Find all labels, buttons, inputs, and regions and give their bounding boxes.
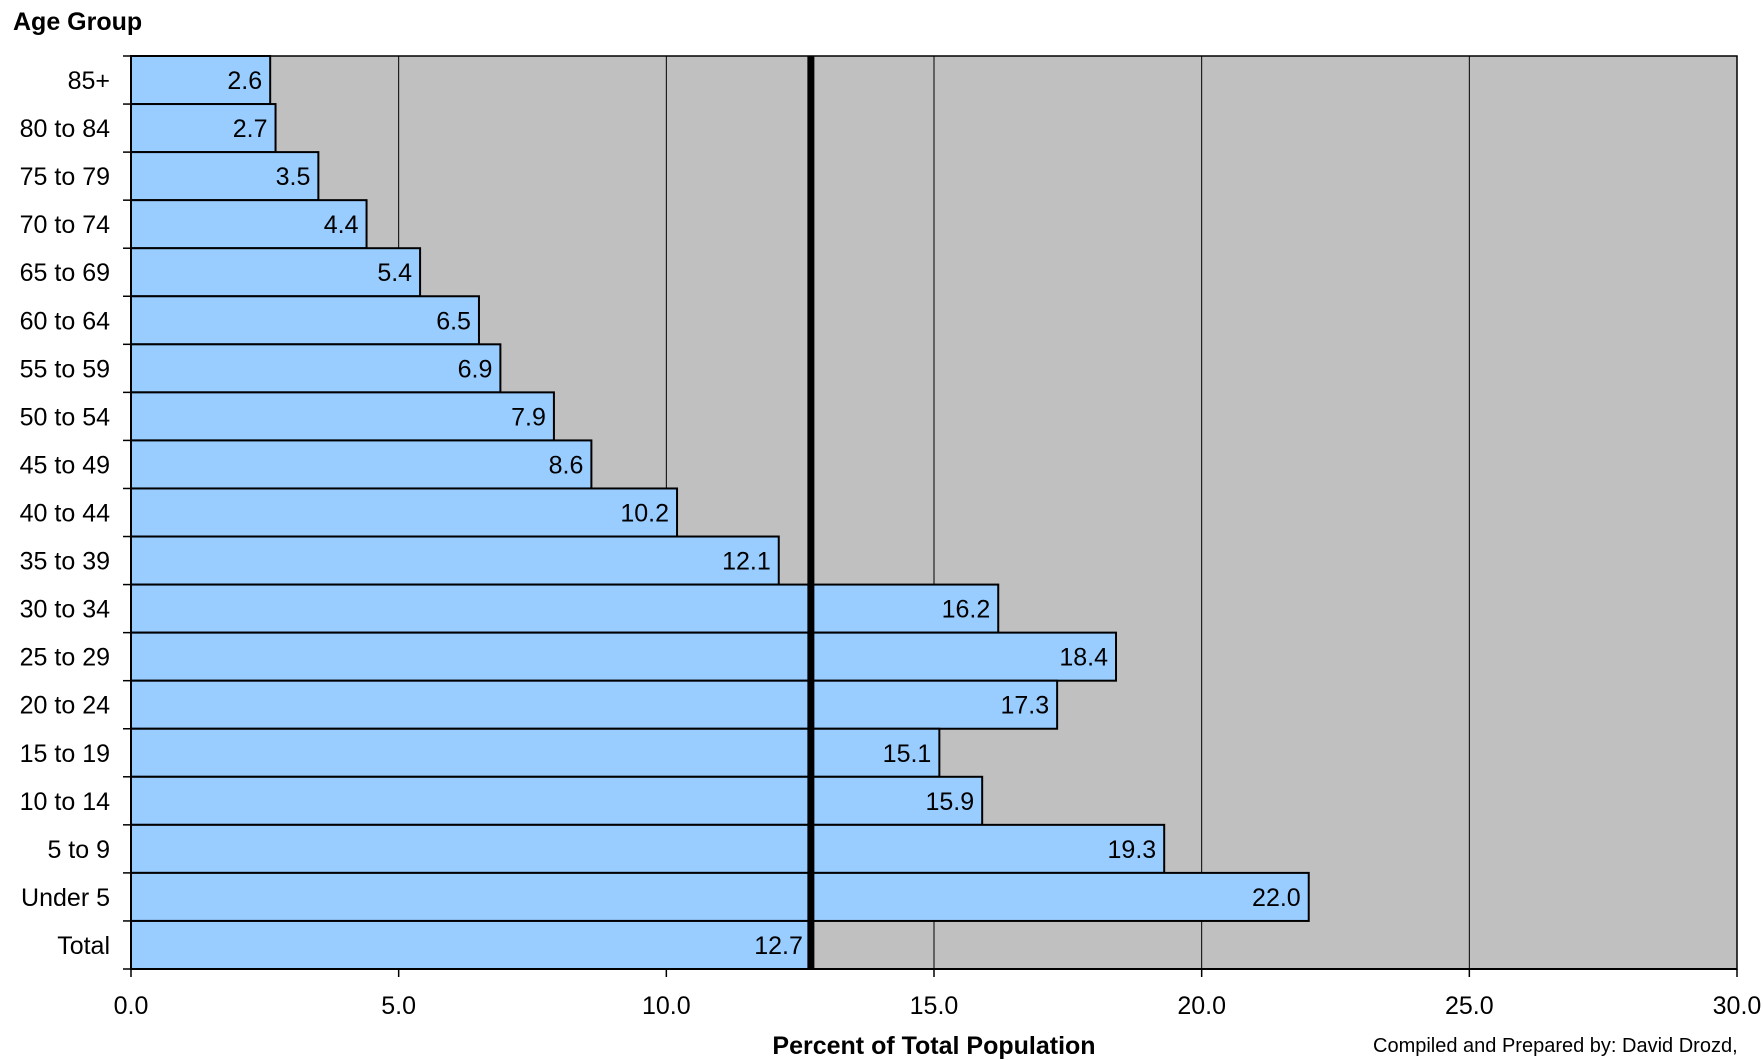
y-tick-label-14: 15 to 19 xyxy=(20,740,110,768)
bar-value-label-12: 18.4 xyxy=(1059,644,1108,672)
bar-labels-group: 2.6 2.7 3.5 4.4 5.4 6.5 6.9 7.98.6 10.2 12.1 16.2 1… xyxy=(227,67,1300,960)
y-axis: 85+ 80 to 84 75 to 79 70 to 74 65 to 69 60 to… xyxy=(20,55,132,970)
bar-18 xyxy=(130,919,812,971)
bar-16 xyxy=(130,823,1166,874)
y-tick-label-4: 65 to 69 xyxy=(20,259,110,287)
bar-7 xyxy=(130,391,555,442)
y-tick-label-15: 10 to 14 xyxy=(20,788,110,816)
x-tick-label-5: 25.0 xyxy=(1445,992,1494,1020)
bars-group xyxy=(130,55,1310,971)
x-tick-label-1: 5.0 xyxy=(381,992,416,1020)
bar-14 xyxy=(130,727,941,778)
bar-13 xyxy=(130,679,1059,730)
y-tick-label-0: 85+ xyxy=(68,67,110,95)
x-axis: 0.0 5.0 10.0 15.0 20.0 25.0 30.0 xyxy=(114,968,1762,1020)
bar-12 xyxy=(130,631,1118,682)
bar-value-label-6: 6.9 xyxy=(458,355,493,383)
bar-value-label-14: 15.1 xyxy=(883,740,932,768)
bar-value-label-11: 16.2 xyxy=(942,596,991,624)
x-tick-label-0: 0.0 xyxy=(114,992,149,1020)
y-tick-label-12: 25 to 29 xyxy=(20,644,110,672)
bar-value-label-13: 17.3 xyxy=(1000,692,1049,720)
bar-9 xyxy=(130,487,679,538)
y-tick-label-7: 50 to 54 xyxy=(20,403,110,431)
bar-value-label-18: 12.7 xyxy=(754,932,803,960)
bar-2 xyxy=(130,151,320,202)
bar-11 xyxy=(130,583,1000,634)
y-tick-label-1: 80 to 84 xyxy=(20,115,110,143)
bar-3 xyxy=(130,199,368,250)
y-tick-label-6: 55 to 59 xyxy=(20,355,110,383)
x-axis-title: Percent of Total Population xyxy=(772,1032,1095,1060)
bar-value-label-2: 3.5 xyxy=(276,163,311,191)
bar-value-label-9: 10.2 xyxy=(620,500,669,528)
y-tick-label-17: Under 5 xyxy=(21,884,110,912)
y-tick-label-9: 40 to 44 xyxy=(20,500,110,528)
y-tick-label-16: 5 to 9 xyxy=(47,836,110,864)
y-tick-label-10: 35 to 39 xyxy=(20,548,110,576)
bar-15 xyxy=(130,775,984,826)
bar-value-label-15: 15.9 xyxy=(926,788,975,816)
bar-value-label-0: 2.6 xyxy=(227,67,262,95)
x-tick-label-4: 20.0 xyxy=(1177,992,1226,1020)
bar-value-label-17: 22.0 xyxy=(1252,884,1301,912)
bar-17 xyxy=(130,871,1310,922)
bar-8 xyxy=(130,439,593,490)
bar-1 xyxy=(130,103,277,154)
bar-5 xyxy=(130,295,480,346)
y-tick-label-3: 70 to 74 xyxy=(20,211,110,239)
x-tick-label-2: 10.0 xyxy=(642,992,691,1020)
bar-6 xyxy=(130,343,502,394)
credit-text: Compiled and Prepared by: David Drozd, xyxy=(1373,1035,1738,1057)
bar-value-label-7: 7.9 xyxy=(511,403,546,431)
y-tick-label-18: Total xyxy=(57,932,110,960)
y-tick-label-13: 20 to 24 xyxy=(20,692,110,720)
bar-value-label-5: 6.5 xyxy=(436,307,471,335)
x-tick-label-3: 15.0 xyxy=(910,992,959,1020)
bar-4 xyxy=(130,247,422,298)
plot-area: 2.6 2.7 3.5 4.4 5.4 6.5 6.9 7.98.6 10.2 12.1 16.2 1… xyxy=(130,55,1738,971)
bar-10 xyxy=(130,535,780,586)
bar-value-label-3: 4.4 xyxy=(324,211,359,239)
bar-value-label-4: 5.4 xyxy=(377,259,412,287)
y-axis-title: Age Group xyxy=(13,8,142,36)
y-tick-label-5: 60 to 64 xyxy=(20,307,110,335)
y-tick-label-11: 30 to 34 xyxy=(20,596,110,624)
bar-value-label-8: 8.6 xyxy=(549,451,584,479)
bar-value-label-1: 2.7 xyxy=(233,115,268,143)
y-tick-label-8: 45 to 49 xyxy=(20,451,110,479)
bar-value-label-16: 19.3 xyxy=(1108,836,1157,864)
bar-value-label-10: 12.1 xyxy=(722,548,771,576)
y-tick-label-2: 75 to 79 xyxy=(20,163,110,191)
x-tick-label-6: 30.0 xyxy=(1713,992,1762,1020)
